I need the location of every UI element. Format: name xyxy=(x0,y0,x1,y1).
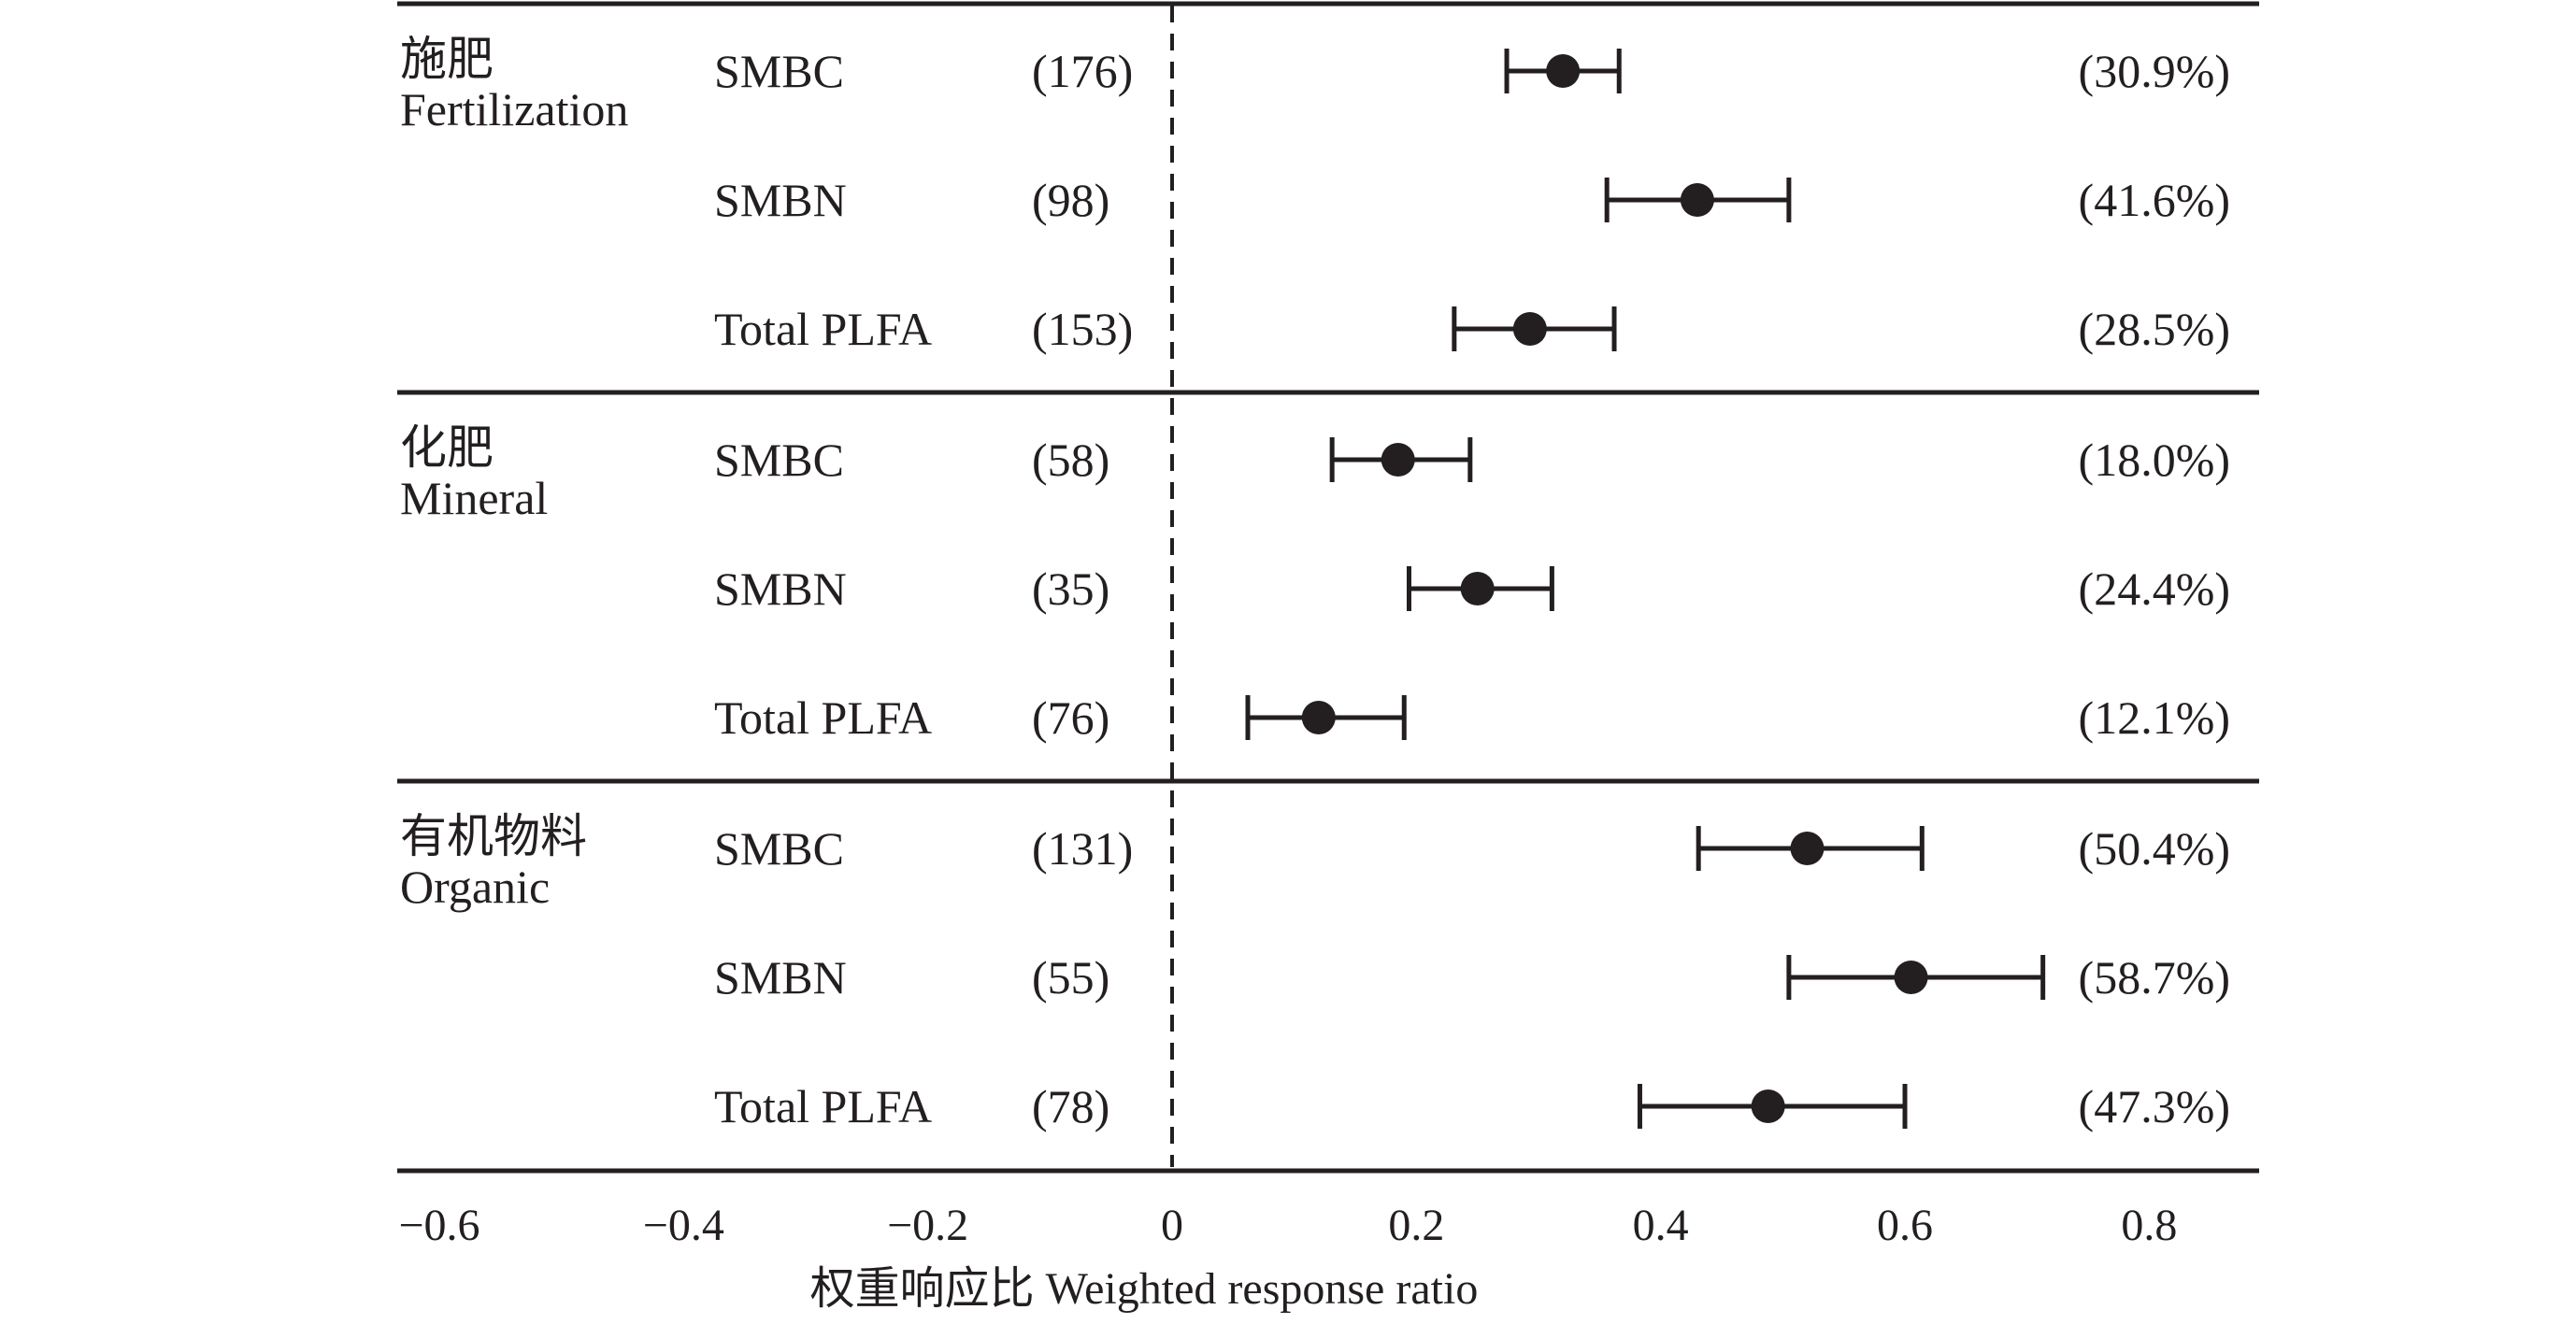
percent-change: (50.4%) xyxy=(2079,822,2230,875)
x-tick-label: 0.6 xyxy=(1877,1201,1933,1250)
x-axis-label: 权重响应比 Weighted response ratio xyxy=(810,1264,1479,1314)
group-label-en: Mineral xyxy=(400,472,548,524)
sample-size: (58) xyxy=(1032,434,1109,486)
percent-change: (12.1%) xyxy=(2079,691,2230,744)
row-label: Total PLFA xyxy=(714,691,932,744)
effect-point xyxy=(1546,54,1581,88)
sample-size: (78) xyxy=(1032,1080,1109,1132)
sample-size: (98) xyxy=(1032,174,1109,226)
row-label: Total PLFA xyxy=(714,303,932,355)
row-label: SMBC xyxy=(714,822,844,875)
group-label-cn: 施肥 xyxy=(400,33,494,85)
group-separators xyxy=(397,1,2259,1174)
x-tick-label: 0 xyxy=(1161,1201,1183,1250)
row-label: SMBC xyxy=(714,434,844,486)
row-label: SMBN xyxy=(714,174,847,226)
x-axis: −0.6 −0.4 −0.2 0 0.2 0.4 0.6 0.8 xyxy=(398,1201,2177,1250)
effect-point xyxy=(1751,1089,1785,1123)
effect-point xyxy=(1790,832,1825,865)
percent-change: (28.5%) xyxy=(2079,303,2230,355)
effect-point xyxy=(1894,961,1928,994)
x-tick-label: −0.2 xyxy=(887,1201,968,1250)
percent-change: (30.9%) xyxy=(2079,45,2230,97)
group-label-cn: 有机物料 xyxy=(400,810,587,862)
percent-change: (58.7%) xyxy=(2079,951,2230,1004)
percent-change: (47.3%) xyxy=(2079,1080,2230,1132)
percent-change: (18.0%) xyxy=(2079,434,2230,486)
sample-size: (176) xyxy=(1032,45,1133,97)
effect-point xyxy=(1680,183,1714,217)
x-tick-label: −0.4 xyxy=(643,1201,724,1250)
percent-change: (24.4%) xyxy=(2079,562,2230,615)
group-label-en: Organic xyxy=(400,861,550,913)
x-tick-label: −0.6 xyxy=(398,1201,479,1250)
effect-point xyxy=(1301,701,1336,734)
effect-point xyxy=(1512,312,1547,346)
sample-size: (153) xyxy=(1032,303,1133,355)
effect-point xyxy=(1381,443,1415,477)
row-labels: SMBC (176) (30.9%) SMBN (98) (41.6%) Total PLF… xyxy=(714,45,2230,1132)
row-label: Total PLFA xyxy=(714,1080,932,1132)
sample-size: (131) xyxy=(1032,822,1133,875)
x-tick-label: 0.4 xyxy=(1633,1201,1689,1250)
row-label: SMBC xyxy=(714,45,844,97)
group-label-en: Fertilization xyxy=(400,83,628,135)
row-label: SMBN xyxy=(714,562,847,615)
effect-point xyxy=(1460,572,1495,605)
row-label: SMBN xyxy=(714,951,847,1004)
effect-marks xyxy=(1245,49,2046,1129)
x-tick-label: 0.2 xyxy=(1388,1201,1444,1250)
sample-size: (55) xyxy=(1032,951,1109,1004)
group-label-cn: 化肥 xyxy=(400,421,494,474)
percent-change: (41.6%) xyxy=(2079,174,2230,226)
sample-size: (35) xyxy=(1032,562,1109,615)
sample-size: (76) xyxy=(1032,691,1109,744)
x-tick-label: 0.8 xyxy=(2121,1201,2177,1250)
